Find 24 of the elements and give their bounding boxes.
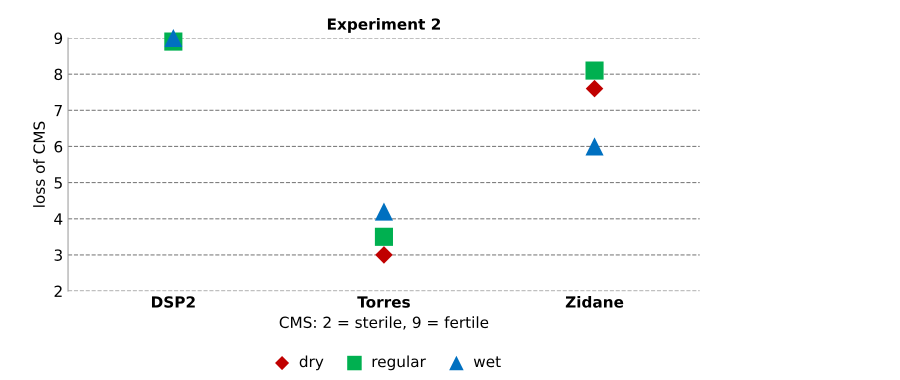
x-tick-label: DSP2 <box>152 296 195 308</box>
legend-label: dry <box>300 355 324 370</box>
point <box>374 228 393 246</box>
point <box>164 28 182 48</box>
x-tick-label: Zidane <box>566 296 624 308</box>
point <box>586 80 604 98</box>
y-tick-label: 5 <box>54 177 62 189</box>
legend-label: regular <box>372 355 426 370</box>
chart-title: Experiment 2 <box>328 18 440 33</box>
legend-label: wet <box>474 356 501 368</box>
x-tick-label: Torres <box>357 296 410 308</box>
point <box>585 61 604 80</box>
x-axis-title: CMS: 2 = sterile, 9 = fertile <box>280 316 488 330</box>
y-tick-label: 8 <box>54 68 62 80</box>
y-tick-label: 7 <box>54 104 62 116</box>
point <box>375 246 393 264</box>
y-axis-title: loss of CMS <box>33 122 45 207</box>
y-tick-label: 4 <box>54 213 62 225</box>
point <box>585 137 604 156</box>
y-tick-label: 9 <box>54 32 62 44</box>
point <box>374 202 393 221</box>
y-tick-label: 2 <box>54 286 62 297</box>
y-tick-label: 6 <box>54 140 62 152</box>
y-tick-label: 3 <box>54 249 62 261</box>
